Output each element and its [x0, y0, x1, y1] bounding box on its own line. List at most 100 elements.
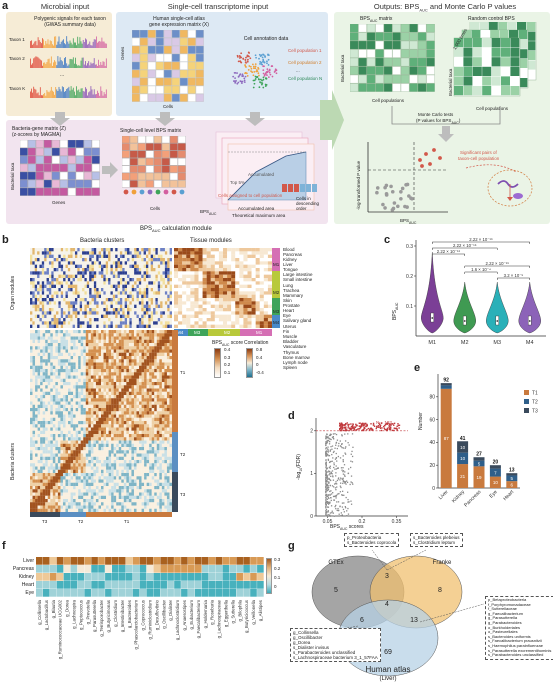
tissue-heat-cell — [227, 251, 232, 255]
bact-heat-cell — [169, 421, 172, 425]
bact-heat-cell — [83, 395, 86, 399]
organ-heat-cell — [103, 271, 106, 275]
module-bar-bottom-segment — [240, 329, 272, 336]
organ-heat-cell — [138, 301, 142, 305]
bact-heat-cell — [154, 430, 157, 435]
organ-heat-cell — [82, 248, 85, 252]
organ-heat-cell — [148, 271, 151, 275]
bact-heat-cell — [106, 352, 109, 357]
organ-heat-cell — [91, 268, 94, 272]
bact-heat-cell — [101, 359, 104, 363]
bact-heat-cell — [68, 362, 71, 366]
organ-heat-cell — [164, 254, 168, 259]
umap-point — [268, 71, 271, 74]
organ-heat-cell — [93, 258, 97, 262]
organ-heat-cell — [58, 301, 61, 305]
bact-heat-cell — [131, 339, 135, 344]
organ-heat-cell — [60, 284, 64, 289]
bact-heat-cell — [149, 365, 152, 370]
bact-heat-cell — [42, 330, 46, 334]
bact-heat-cell — [111, 372, 114, 376]
bact-heat-cell — [60, 411, 64, 415]
manhattan-bar — [49, 40, 51, 48]
organ-heat-cell — [34, 288, 38, 292]
manhattan-bar — [82, 90, 84, 98]
organ-heat-cell — [150, 261, 154, 265]
bact-heat-cell — [139, 443, 142, 448]
bact-heat-cell — [166, 336, 170, 340]
organ-heat-cell — [37, 318, 40, 322]
bact-heat-cell — [90, 414, 94, 418]
bact-heat-cell — [78, 365, 81, 370]
organ-heat-cell — [134, 268, 137, 272]
out-cell — [426, 83, 435, 92]
manhattan-bar — [94, 64, 96, 68]
organ-heat-cell — [82, 268, 85, 272]
out-scatter-point — [390, 189, 395, 194]
umap-point — [247, 58, 249, 61]
bact-heat-cell — [70, 443, 74, 448]
manhattan-bar — [93, 39, 95, 48]
tissue-heat-cell — [223, 298, 228, 302]
bact-heat-cell — [164, 401, 168, 405]
organ-heat-cell — [145, 264, 149, 269]
tissue-heat-cell — [178, 278, 183, 282]
bact-heat-cell — [30, 333, 33, 337]
bact-heat-cell — [128, 375, 132, 379]
out-cell — [400, 57, 410, 67]
rand-cell — [507, 22, 517, 32]
organ-heat-cell — [34, 248, 38, 252]
organ-heat-cell — [138, 281, 142, 285]
bact-heat-cell — [108, 395, 112, 399]
bact-heat-cell — [169, 343, 172, 347]
tissue-heat-cell — [206, 314, 211, 319]
bact-heat-cell — [128, 437, 132, 441]
organ-heat-cell — [145, 274, 149, 279]
organ-heat-cell — [122, 264, 125, 269]
organ-heat-cell — [98, 301, 102, 305]
bact-heat-cell — [123, 421, 127, 425]
organ-heat-cell — [164, 248, 168, 252]
bact-heat-cell — [70, 395, 74, 399]
organ-heat-cell — [122, 278, 125, 282]
bact-heat-cell — [136, 398, 140, 402]
bact-heat-cell — [50, 408, 53, 412]
bact-heat-cell — [30, 421, 33, 425]
rand-cell — [526, 60, 536, 70]
organ-heat-cell — [41, 314, 45, 319]
tissue-heat-cell — [263, 258, 269, 262]
organ-heat-cell — [41, 308, 45, 312]
tissue-heat-cell — [194, 264, 199, 269]
organ-heat-cell — [122, 324, 125, 328]
organ-heat-cell — [77, 271, 80, 275]
organ-heat-cell — [162, 291, 165, 295]
bact-heat-cell — [57, 362, 61, 366]
out-scatter-point — [407, 194, 411, 198]
organ-heat-cell — [136, 264, 139, 269]
organ-heat-cell — [93, 284, 97, 289]
tissue-heat-cell — [194, 281, 199, 285]
organ-heat-cell — [79, 284, 83, 289]
organ-heat-cell — [37, 264, 40, 269]
expr-cell — [163, 45, 172, 54]
bact-heat-cell — [50, 385, 53, 389]
tissue-heat-cell — [174, 261, 179, 265]
organ-heat-cell — [48, 324, 52, 328]
bact-heat-cell — [146, 437, 150, 441]
organ-heat-cell — [96, 308, 99, 312]
manhattan-bar — [45, 63, 47, 68]
bact-heat-cell — [70, 427, 74, 431]
bact-heat-cell — [95, 372, 99, 376]
bact-heat-cell — [50, 401, 53, 405]
bact-heat-cell — [108, 430, 112, 435]
bact-heat-cell — [93, 430, 97, 435]
organ-heat-cell — [63, 318, 66, 322]
tissue-heat-cell — [239, 294, 244, 299]
bact-heat-cell — [108, 336, 112, 340]
bact-heat-cell — [144, 372, 147, 376]
bact-heat-cell — [85, 404, 89, 409]
organ-heat-cell — [131, 284, 135, 289]
organ-heat-cell — [70, 261, 73, 265]
auc-curve — [227, 151, 307, 201]
tissue-heat-cell — [259, 311, 264, 315]
